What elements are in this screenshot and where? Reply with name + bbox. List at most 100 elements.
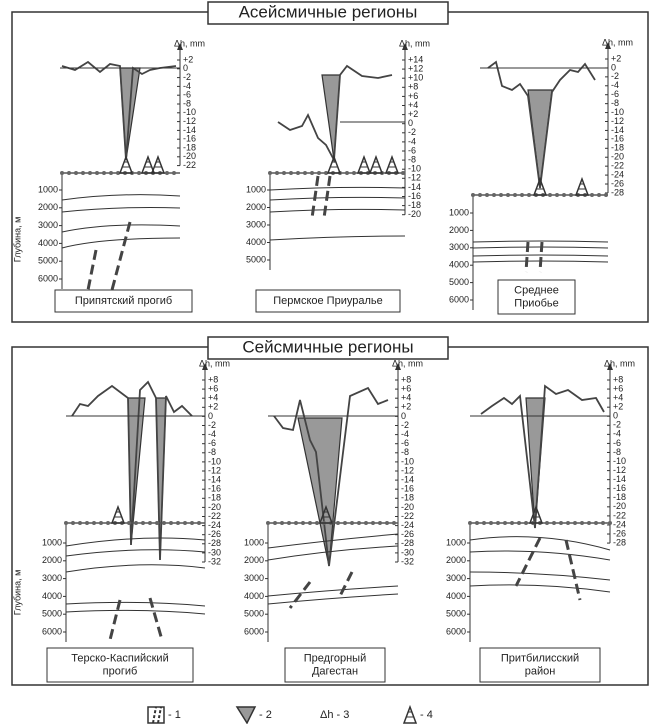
dh-tick-label: +12 [408,63,423,73]
dh-tick-label: -10 [611,107,624,117]
station [116,171,120,175]
station [301,521,305,525]
depth-tick-label: 4000 [42,591,62,601]
station [287,521,291,525]
dh-tick-label: +4 [401,393,411,403]
station [580,521,584,525]
dh-tick-label: -24 [611,169,624,179]
axis-arrow [402,43,408,50]
dh-tick-label: -2 [611,71,619,81]
legend-icon [152,706,157,724]
station [64,521,68,525]
station [350,521,354,525]
dh-tick-label: -6 [183,90,191,100]
station [562,193,566,197]
station [127,521,131,525]
dh-tick-label: -20 [408,209,421,219]
dh-tick-label: -8 [613,447,621,457]
station [169,521,173,525]
dh-tick-label: -12 [208,465,221,475]
station [148,521,152,525]
dh-tick-label: -20 [208,502,221,512]
strata [61,186,611,615]
station [552,521,556,525]
station [555,193,559,197]
station [92,521,96,525]
dh-tick-label: -20 [401,502,414,512]
dh-tick-label: -22 [613,510,626,520]
station [60,171,64,175]
station [78,521,82,525]
dh-tick-label: -10 [401,456,414,466]
dh-tick-label: +4 [613,392,623,402]
station [468,521,472,525]
station [471,193,475,197]
depth-tick-label: 3000 [449,242,469,252]
dh-tick-label: -8 [401,447,409,457]
legend-label: - 4 [420,709,433,721]
depth-tick-label: 1000 [244,537,264,547]
dh-tick-label: -18 [611,143,624,153]
axis-arrow [395,363,401,370]
depth-tick-label: 2000 [246,202,266,212]
station [506,193,510,197]
station [496,521,500,525]
dh-axis-label: Δh, mm [199,358,230,368]
depth-tick-label: 3000 [244,573,264,583]
plot-label: Предгорный [304,652,366,664]
station [503,521,507,525]
label-box [497,279,576,315]
station [183,521,187,525]
depth-tick-label: 4000 [38,238,58,248]
station [109,171,113,175]
dh-tick-label: -24 [613,519,626,529]
station [74,171,78,175]
station [134,521,138,525]
station [590,193,594,197]
dh-tick-label: +2 [611,53,621,63]
derrick [384,154,400,174]
dh-axis-label: Δh, mm [602,37,633,47]
depth-tick-label: 4000 [446,591,466,601]
station [106,521,110,525]
dh-tick-label: -18 [401,493,414,503]
station [520,193,524,197]
label-box [284,647,386,683]
legend-label: - 2 [259,709,272,721]
depth-tick-label: 5000 [244,609,264,619]
station [485,193,489,197]
depth-tick-label: 6000 [449,294,469,304]
dh-tick-label: -8 [208,447,216,457]
dh-tick-label: -14 [613,474,626,484]
plot-label: Среднее [514,284,559,296]
dh-tick-label: -2 [208,420,216,430]
dh-tick-label: -14 [208,474,221,484]
derrick [532,176,548,196]
station [499,193,503,197]
legend-icon [235,706,257,724]
legend-icon [147,706,165,724]
derrick [140,154,156,174]
station [345,171,349,175]
dh-tick-label: +6 [613,383,623,393]
dh-tick-label: -18 [613,492,626,502]
dh-tick-label: -32 [208,556,221,566]
station [492,193,496,197]
dh-tick-label: -8 [611,98,619,108]
profiles [61,60,605,567]
station [513,193,517,197]
dh-tick-label: -4 [401,429,409,439]
station [317,171,321,175]
dh-tick-label: -10 [208,456,221,466]
axis-arrow [202,363,208,370]
dh-tick-label: -16 [208,484,221,494]
station [573,521,577,525]
depth-tick-label: 5000 [42,609,62,619]
dh-tick-label: 0 [408,118,413,128]
dh-tick-label: -28 [401,538,414,548]
title-box [207,1,449,25]
dh-tick-label: -16 [611,134,624,144]
dh-tick-label: -18 [208,493,221,503]
station [190,521,194,525]
plot-label: Терско-Каспийский [71,652,168,664]
